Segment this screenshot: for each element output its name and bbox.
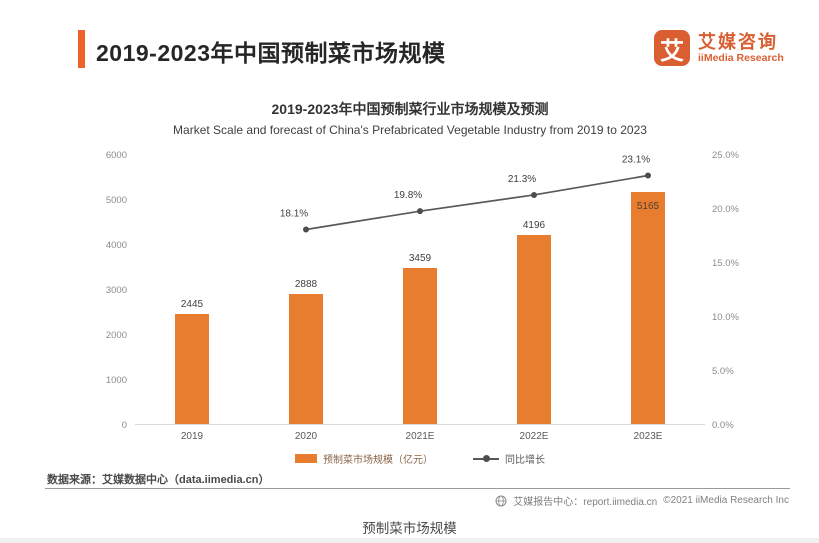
svg-text:23.1%: 23.1% [622,155,650,166]
data-source-note: 数据来源：艾媒数据中心（data.iimedia.cn） [47,474,270,486]
y-axis-tick: 1000 [105,375,127,386]
footer: 艾媒报告中心：report.iimedia.cn ©2021 iiMedia R… [495,493,789,508]
y-axis-tick: 5000 [105,195,127,206]
bar [517,235,551,424]
y-axis-tick: 15.0% [712,258,739,269]
x-axis-label: 2019 [180,431,204,442]
legend-bar-swatch [295,454,317,463]
line-marker [531,191,537,198]
iimedia-logo: 艾 艾媒咨询 iiMedia Research [654,30,784,66]
logo-text: 艾媒咨询 iiMedia Research [698,32,784,65]
svg-text:19.8%: 19.8% [394,190,422,201]
logo-name-cn: 艾媒咨询 [698,31,778,52]
y-axis-tick: 6000 [105,150,127,161]
legend-item: 预制菜市场规模（亿元） [295,451,433,466]
y-axis-left: 6000 5000 4000 3000 2000 1000 0 [0,150,127,431]
chart-legend: 预制菜市场规模（亿元） 同比增长 [135,451,705,466]
bar-value-label: 5165 [636,200,660,212]
x-axis-label: 2020 [294,431,318,442]
bar [631,191,665,424]
legend-item: 同比增长 [473,451,545,466]
plot-area: 2445 2888 3459 4196 5165 18.1% 19.8% 21.3% 23.1% [135,155,705,425]
bar [175,313,209,424]
title-accent-bar [78,30,85,68]
y-axis-tick: 10.0% [712,312,739,323]
x-axis: 2019 2020 2021E 2022E 2023E [135,431,705,445]
y-axis-tick: 0.0% [712,420,734,431]
footer-report-center: 艾媒报告中心：report.iimedia.cn [513,497,658,508]
x-axis-label: 2022E [519,431,549,442]
legend-line-swatch [473,455,499,462]
bar [403,268,437,424]
iimedia-logo-icon: 艾 [654,30,690,66]
y-axis-right: 25.0% 20.0% 15.0% 10.0% 5.0% 0.0% [712,150,782,431]
bottom-strip [0,538,819,543]
chart-title-cn: 2019-2023年中国预制菜行业市场规模及预测 [271,101,549,117]
page-title: 2019-2023年中国预制菜市场规模 [96,40,446,66]
x-axis-label: 2023E [633,431,663,442]
globe-icon [495,495,507,507]
footer-divider [45,488,790,489]
svg-text:21.3%: 21.3% [508,174,536,185]
legend-label: 同比增长 [505,455,545,466]
line-marker [303,226,309,233]
bar-value-label: 2445 [180,298,204,310]
bar-value-label: 4196 [522,220,546,232]
logo-name-en: iiMedia Research [698,51,784,64]
y-axis-tick: 3000 [105,285,127,296]
y-axis-tick: 2000 [105,330,127,341]
y-axis-tick: 0 [121,420,127,431]
y-axis-tick: 20.0% [712,204,739,215]
footer-copyright: ©2021 iiMedia Research Inc [663,495,789,506]
bar-value-label: 2888 [294,279,318,291]
chart-title-en: Market Scale and forecast of China's Pre… [173,123,647,137]
line-marker [645,172,651,179]
bar-value-label: 3459 [408,253,432,265]
image-caption: 预制菜市场规模 [362,521,457,536]
y-axis-tick: 4000 [105,240,127,251]
legend-label: 预制菜市场规模（亿元） [323,455,433,466]
y-axis-tick: 25.0% [712,150,739,161]
x-axis-label: 2021E [405,431,435,442]
bar [289,294,323,424]
y-axis-tick: 5.0% [712,366,734,377]
growth-line: 18.1% 19.8% 21.3% 23.1% [280,155,651,233]
svg-text:18.1%: 18.1% [280,209,308,220]
line-marker [417,208,423,215]
